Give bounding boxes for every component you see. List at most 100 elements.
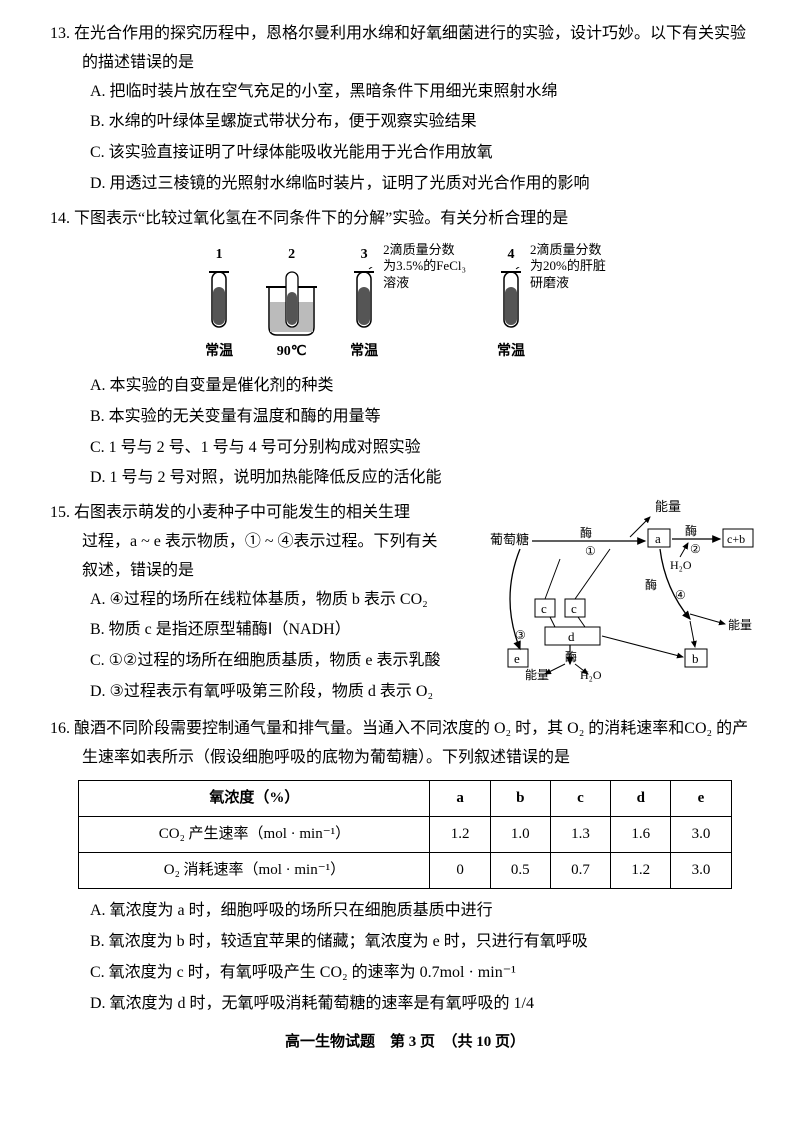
q15-opt-c: C. ①②过程的场所在细胞质基质，物质 e 表示乳酸 bbox=[90, 647, 480, 676]
td: 0 bbox=[430, 853, 490, 889]
q16-stem: 16. 酿酒不同阶段需要控制通气量和排气量。当通入不同浓度的 O₂ 时，其 O₂… bbox=[82, 715, 760, 773]
question-16: 16. 酿酒不同阶段需要控制通气量和排气量。当通入不同浓度的 O₂ 时，其 O₂… bbox=[50, 715, 760, 1019]
tube-4-label: 常温 bbox=[496, 339, 526, 364]
td: CO₂ 产生速率（mol · min⁻¹） bbox=[79, 817, 430, 853]
svg-text:①: ① bbox=[585, 544, 596, 558]
th-1: a bbox=[430, 781, 490, 817]
td: 1.6 bbox=[611, 817, 671, 853]
td: O₂ 消耗速率（mol · min⁻¹） bbox=[79, 853, 430, 889]
svg-text:③: ③ bbox=[515, 628, 526, 642]
q15-stem: 15. 右图表示萌发的小麦种子中可能发生的相关生理 bbox=[82, 499, 480, 528]
table-row: O₂ 消耗速率（mol · min⁻¹） 0 0.5 0.7 1.2 3.0 bbox=[79, 853, 731, 889]
q15-opt-b: B. 物质 c 是指还原型辅酶Ⅰ（NADH） bbox=[90, 616, 480, 645]
th-5: e bbox=[671, 781, 731, 817]
tube-2-label: 90℃ bbox=[264, 339, 319, 364]
table-header-row: 氧浓度（%） a b c d e bbox=[79, 781, 731, 817]
q14-opt-a: A. 本实验的自变量是催化剂的种类 bbox=[90, 372, 760, 401]
th-4: d bbox=[611, 781, 671, 817]
question-13: 13. 在光合作用的探究历程中，恩格尔曼利用水绵和好氧细菌进行的实验，设计巧妙。… bbox=[50, 20, 760, 199]
svg-text:酶: 酶 bbox=[580, 525, 592, 540]
svg-text:葡萄糖: 葡萄糖 bbox=[490, 532, 529, 547]
test-tube-icon bbox=[349, 267, 379, 337]
q16-opt-b: B. 氧浓度为 b 时，较适宜苹果的储藏；氧浓度为 e 时，只进行有氧呼吸 bbox=[90, 928, 760, 957]
q15-text-2: 过程，a ~ e 表示物质，① ~ ④表示过程。下列有关 bbox=[82, 528, 480, 557]
th-0: 氧浓度（%） bbox=[79, 781, 430, 817]
tube-3-label: 常温 bbox=[349, 339, 379, 364]
q16-number: 16. bbox=[50, 720, 70, 737]
q15-number: 15. bbox=[50, 504, 70, 521]
svg-text:d: d bbox=[568, 629, 575, 644]
q15-opt-a: A. ④过程的场所在线粒体基质，物质 b 表示 CO₂ bbox=[90, 586, 480, 615]
q16-opt-a: A. 氧浓度为 a 时，细胞呼吸的场所只在细胞质基质中进行 bbox=[90, 897, 760, 926]
q13-options: A. 把临时装片放在空气充足的小室，黑暗条件下用细光束照射水绵 B. 水绵的叶绿… bbox=[90, 78, 760, 199]
q16-opt-c: C. 氧浓度为 c 时，有氧呼吸产生 CO₂ 的速率为 0.7mol · min… bbox=[90, 959, 760, 988]
q14-opt-b: B. 本实验的无关变量有温度和酶的用量等 bbox=[90, 403, 760, 432]
svg-text:c: c bbox=[541, 601, 547, 616]
test-tube-icon bbox=[204, 267, 234, 337]
tube-1-label: 常温 bbox=[204, 339, 234, 364]
q14-opt-d: D. 1 号与 2 号对照，说明加热能降低反应的活化能 bbox=[90, 464, 760, 493]
q13-opt-c: C. 该实验直接证明了叶绿体能吸收光能用于光合作用放氧 bbox=[90, 139, 760, 168]
q15-diagram: 能量 葡萄糖 酶 ① a 酶 ② c+b H₂O bbox=[490, 499, 760, 709]
q14-stem: 14. 下图表示“比较过氧化氢在不同条件下的分解”实验。有关分析合理的是 bbox=[82, 205, 760, 234]
q16-table: 氧浓度（%） a b c d e CO₂ 产生速率（mol · min⁻¹） 1… bbox=[78, 780, 731, 889]
q15-text-1: 右图表示萌发的小麦种子中可能发生的相关生理 bbox=[74, 504, 410, 521]
svg-text:能量: 能量 bbox=[728, 618, 752, 632]
td: 0.5 bbox=[490, 853, 550, 889]
td: 1.2 bbox=[430, 817, 490, 853]
td: 1.0 bbox=[490, 817, 550, 853]
q15-options: A. ④过程的场所在线粒体基质，物质 b 表示 CO₂ B. 物质 c 是指还原… bbox=[90, 586, 480, 707]
svg-text:c+b: c+b bbox=[727, 532, 745, 546]
tube-4: 4 常温 2滴质量分数 为20%的肝脏 研磨液 bbox=[496, 242, 606, 364]
q14-number: 14. bbox=[50, 210, 70, 227]
q15-opt-d: D. ③过程表示有氧呼吸第三阶段，物质 d 表示 O₂ bbox=[90, 678, 480, 707]
q14-diagram: 1 常温 2 90℃ 3 bbox=[50, 242, 760, 364]
q15-text-3: 叙述，错误的是 bbox=[82, 557, 480, 586]
tube-3-num: 3 bbox=[349, 242, 379, 267]
svg-text:b: b bbox=[692, 651, 699, 666]
tube-4-num: 4 bbox=[496, 242, 526, 267]
svg-text:H₂O: H₂O bbox=[670, 558, 692, 572]
svg-text:酶: 酶 bbox=[645, 577, 657, 592]
question-15: 15. 右图表示萌发的小麦种子中可能发生的相关生理 过程，a ~ e 表示物质，… bbox=[50, 499, 760, 709]
q14-options: A. 本实验的自变量是催化剂的种类 B. 本实验的无关变量有温度和酶的用量等 C… bbox=[90, 372, 760, 493]
q13-opt-a: A. 把临时装片放在空气充足的小室，黑暗条件下用细光束照射水绵 bbox=[90, 78, 760, 107]
test-tube-icon bbox=[496, 267, 526, 337]
q16-options: A. 氧浓度为 a 时，细胞呼吸的场所只在细胞质基质中进行 B. 氧浓度为 b … bbox=[90, 897, 760, 1018]
q13-opt-d: D. 用透过三棱镜的光照射水绵临时装片，证明了光质对光合作用的影响 bbox=[90, 170, 760, 199]
q13-stem: 13. 在光合作用的探究历程中，恩格尔曼利用水绵和好氧细菌进行的实验，设计巧妙。… bbox=[82, 20, 760, 78]
th-3: c bbox=[550, 781, 610, 817]
q13-number: 13. bbox=[50, 25, 70, 42]
q14-text: 下图表示“比较过氧化氢在不同条件下的分解”实验。有关分析合理的是 bbox=[74, 210, 568, 227]
q13-text: 在光合作用的探究历程中，恩格尔曼利用水绵和好氧细菌进行的实验，设计巧妙。以下有关… bbox=[74, 25, 746, 71]
metabolism-diagram-icon: 能量 葡萄糖 酶 ① a 酶 ② c+b H₂O bbox=[490, 499, 760, 689]
tube-3: 3 常温 2滴质量分数 为3.5%的FeCl₃ 溶液 bbox=[349, 242, 466, 364]
svg-text:a: a bbox=[655, 531, 661, 546]
table-row: CO₂ 产生速率（mol · min⁻¹） 1.2 1.0 1.3 1.6 3.… bbox=[79, 817, 731, 853]
svg-text:c: c bbox=[571, 601, 577, 616]
tube-4-annotation: 2滴质量分数 为20%的肝脏 研磨液 bbox=[530, 242, 606, 293]
q14-opt-c: C. 1 号与 2 号、1 号与 4 号可分别构成对照实验 bbox=[90, 434, 760, 463]
td: 3.0 bbox=[671, 853, 731, 889]
td: 3.0 bbox=[671, 817, 731, 853]
svg-text:能量: 能量 bbox=[655, 499, 681, 514]
td: 0.7 bbox=[550, 853, 610, 889]
td: 1.3 bbox=[550, 817, 610, 853]
page-footer: 高一生物试题 第 3 页 （共 10 页） bbox=[50, 1029, 760, 1056]
svg-text:②: ② bbox=[690, 542, 701, 556]
tube-2: 2 90℃ bbox=[264, 242, 319, 364]
tube-1-num: 1 bbox=[204, 242, 234, 267]
td: 1.2 bbox=[611, 853, 671, 889]
question-14: 14. 下图表示“比较过氧化氢在不同条件下的分解”实验。有关分析合理的是 1 常… bbox=[50, 205, 760, 493]
tube-3-annotation: 2滴质量分数 为3.5%的FeCl₃ 溶液 bbox=[383, 242, 466, 293]
q16-text: 酿酒不同阶段需要控制通气量和排气量。当通入不同浓度的 O₂ 时，其 O₂ 的消耗… bbox=[74, 720, 748, 766]
th-2: b bbox=[490, 781, 550, 817]
svg-text:酶: 酶 bbox=[565, 649, 577, 664]
svg-text:④: ④ bbox=[675, 588, 686, 602]
tube-1: 1 常温 bbox=[204, 242, 234, 364]
svg-text:e: e bbox=[514, 651, 520, 666]
tube-2-num: 2 bbox=[264, 242, 319, 267]
beaker-icon bbox=[264, 267, 319, 337]
q16-opt-d: D. 氧浓度为 d 时，无氧呼吸消耗葡萄糖的速率是有氧呼吸的 1/4 bbox=[90, 990, 760, 1019]
svg-text:能量: 能量 bbox=[525, 668, 549, 682]
